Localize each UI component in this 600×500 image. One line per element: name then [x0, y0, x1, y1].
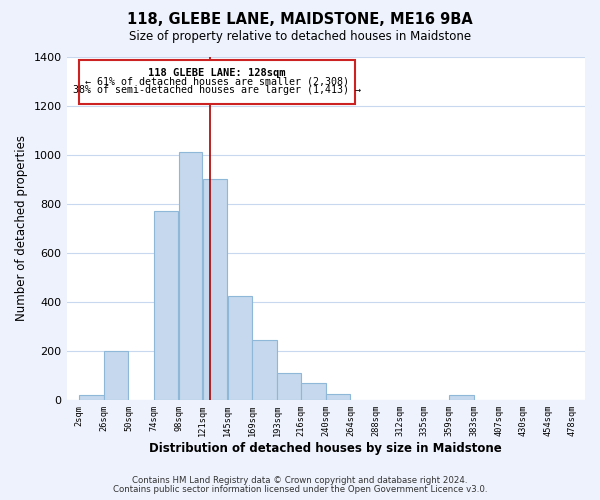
Text: 38% of semi-detached houses are larger (1,413) →: 38% of semi-detached houses are larger (…: [73, 84, 361, 94]
Text: ← 61% of detached houses are smaller (2,308): ← 61% of detached houses are smaller (2,…: [85, 76, 349, 86]
Bar: [326, 394, 350, 400]
Bar: [104, 351, 128, 400]
Text: Contains public sector information licensed under the Open Government Licence v3: Contains public sector information licen…: [113, 485, 487, 494]
Bar: [449, 395, 474, 400]
Y-axis label: Number of detached properties: Number of detached properties: [15, 136, 28, 322]
Bar: [154, 211, 178, 400]
Text: 118 GLEBE LANE: 128sqm: 118 GLEBE LANE: 128sqm: [148, 68, 286, 78]
Bar: [203, 179, 227, 400]
FancyBboxPatch shape: [79, 60, 355, 104]
Bar: [253, 340, 277, 400]
Bar: [79, 395, 104, 400]
Text: Contains HM Land Registry data © Crown copyright and database right 2024.: Contains HM Land Registry data © Crown c…: [132, 476, 468, 485]
Bar: [301, 383, 326, 400]
Bar: [277, 373, 301, 400]
X-axis label: Distribution of detached houses by size in Maidstone: Distribution of detached houses by size …: [149, 442, 502, 455]
Bar: [179, 152, 202, 400]
Text: Size of property relative to detached houses in Maidstone: Size of property relative to detached ho…: [129, 30, 471, 43]
Bar: [227, 296, 252, 400]
Text: 118, GLEBE LANE, MAIDSTONE, ME16 9BA: 118, GLEBE LANE, MAIDSTONE, ME16 9BA: [127, 12, 473, 28]
